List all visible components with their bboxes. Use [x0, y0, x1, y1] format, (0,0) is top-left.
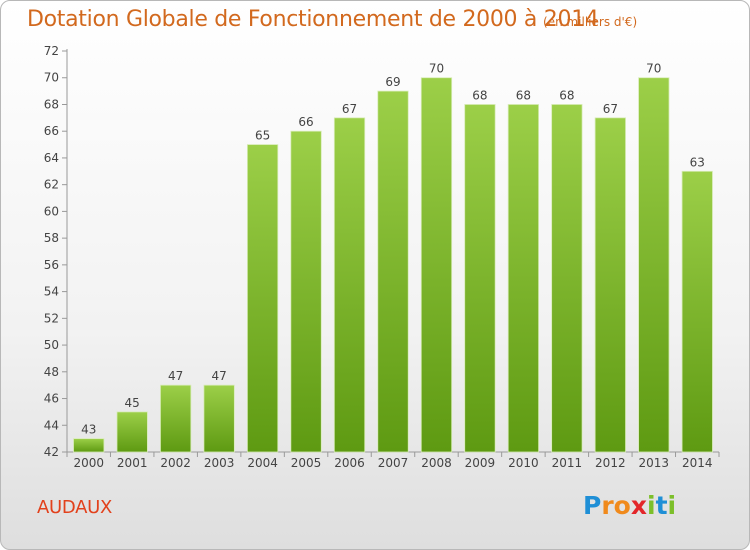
x-tick-label: 2013 — [639, 456, 670, 470]
y-tick-label: 44 — [44, 418, 59, 432]
bar — [290, 130, 322, 453]
x-tick-label: 2004 — [247, 456, 278, 470]
chart-unit: (en milliers d'€) — [543, 15, 638, 29]
bar — [246, 144, 279, 453]
bar — [681, 170, 713, 453]
bar — [116, 411, 148, 453]
y-tick-label: 50 — [44, 338, 59, 352]
bar — [638, 77, 670, 453]
data-label: 68 — [516, 88, 531, 102]
bar — [507, 104, 540, 453]
y-tick-label: 62 — [44, 178, 59, 192]
x-tick-label: 2011 — [552, 456, 583, 470]
bar — [377, 90, 409, 453]
x-tick-label: 2003 — [204, 456, 235, 470]
logo-letter: r — [601, 491, 614, 520]
x-tick-label: 2005 — [291, 456, 322, 470]
data-label: 67 — [603, 102, 618, 116]
data-labels: 43 45 47 47 65 66 67 69 70 68 68 68 67 70 63 — [81, 62, 705, 437]
logo-letter: i — [647, 491, 656, 520]
data-label: 69 — [385, 75, 400, 89]
x-tick-label: 2010 — [508, 456, 539, 470]
y-tick-label: 58 — [44, 231, 59, 245]
data-label: 43 — [81, 423, 96, 437]
y-axis: 42 44 46 48 50 52 54 56 58 60 62 64 66 68 70 72 — [44, 44, 68, 459]
data-label: 63 — [690, 155, 705, 169]
y-tick-label: 68 — [44, 97, 59, 111]
x-tick-label: 2002 — [160, 456, 191, 470]
logo-letter: P — [583, 491, 602, 520]
x-tick-label: 2007 — [378, 456, 409, 470]
logo-letter: t — [655, 491, 668, 520]
data-label: 47 — [168, 369, 183, 383]
y-tick-label: 70 — [44, 71, 59, 85]
bar — [333, 117, 366, 453]
logo-letter: i — [667, 491, 677, 520]
y-tick-label: 72 — [44, 44, 59, 58]
y-tick-label: 42 — [44, 445, 59, 459]
logo-letter: x — [630, 491, 647, 520]
bar — [551, 104, 583, 453]
y-tick-label: 64 — [44, 151, 59, 165]
x-tick-label: 2012 — [595, 456, 626, 470]
logo-letter: o — [613, 491, 631, 520]
data-label: 68 — [472, 88, 487, 102]
data-label: 67 — [342, 102, 357, 116]
chart-title: Dotation Globale de Fonctionnement de 20… — [27, 7, 599, 32]
y-tick-label: 56 — [44, 258, 59, 272]
y-tick-label: 54 — [44, 285, 59, 299]
x-tick-label: 2009 — [465, 456, 496, 470]
data-label: 45 — [125, 396, 140, 410]
data-label: 65 — [255, 129, 270, 143]
x-tick-label: 2014 — [682, 456, 713, 470]
bars — [73, 77, 713, 453]
y-tick-label: 48 — [44, 365, 59, 379]
bar — [464, 104, 496, 453]
data-label: 47 — [211, 369, 226, 383]
bar — [203, 384, 235, 453]
bar — [160, 384, 192, 453]
bar — [420, 77, 453, 453]
data-label: 70 — [429, 62, 444, 76]
commune-name: AUDAUX — [37, 497, 113, 518]
data-label: 66 — [298, 115, 313, 129]
y-tick-label: 60 — [44, 204, 59, 218]
data-label: 70 — [646, 62, 661, 76]
x-tick-label: 2001 — [117, 456, 148, 470]
bar — [73, 438, 105, 453]
proxiti-logo: Proxiti — [583, 491, 676, 520]
data-label: 68 — [559, 88, 574, 102]
y-tick-label: 46 — [44, 392, 59, 406]
y-tick-label: 66 — [44, 124, 59, 138]
y-tick-label: 52 — [44, 311, 59, 325]
x-axis: 2000 2001 2002 2003 2004 2005 2006 2007 2008 2009… — [66, 451, 720, 470]
x-tick-label: 2008 — [421, 456, 452, 470]
x-tick-label: 2000 — [73, 456, 104, 470]
bar — [594, 117, 626, 453]
x-tick-label: 2006 — [334, 456, 365, 470]
